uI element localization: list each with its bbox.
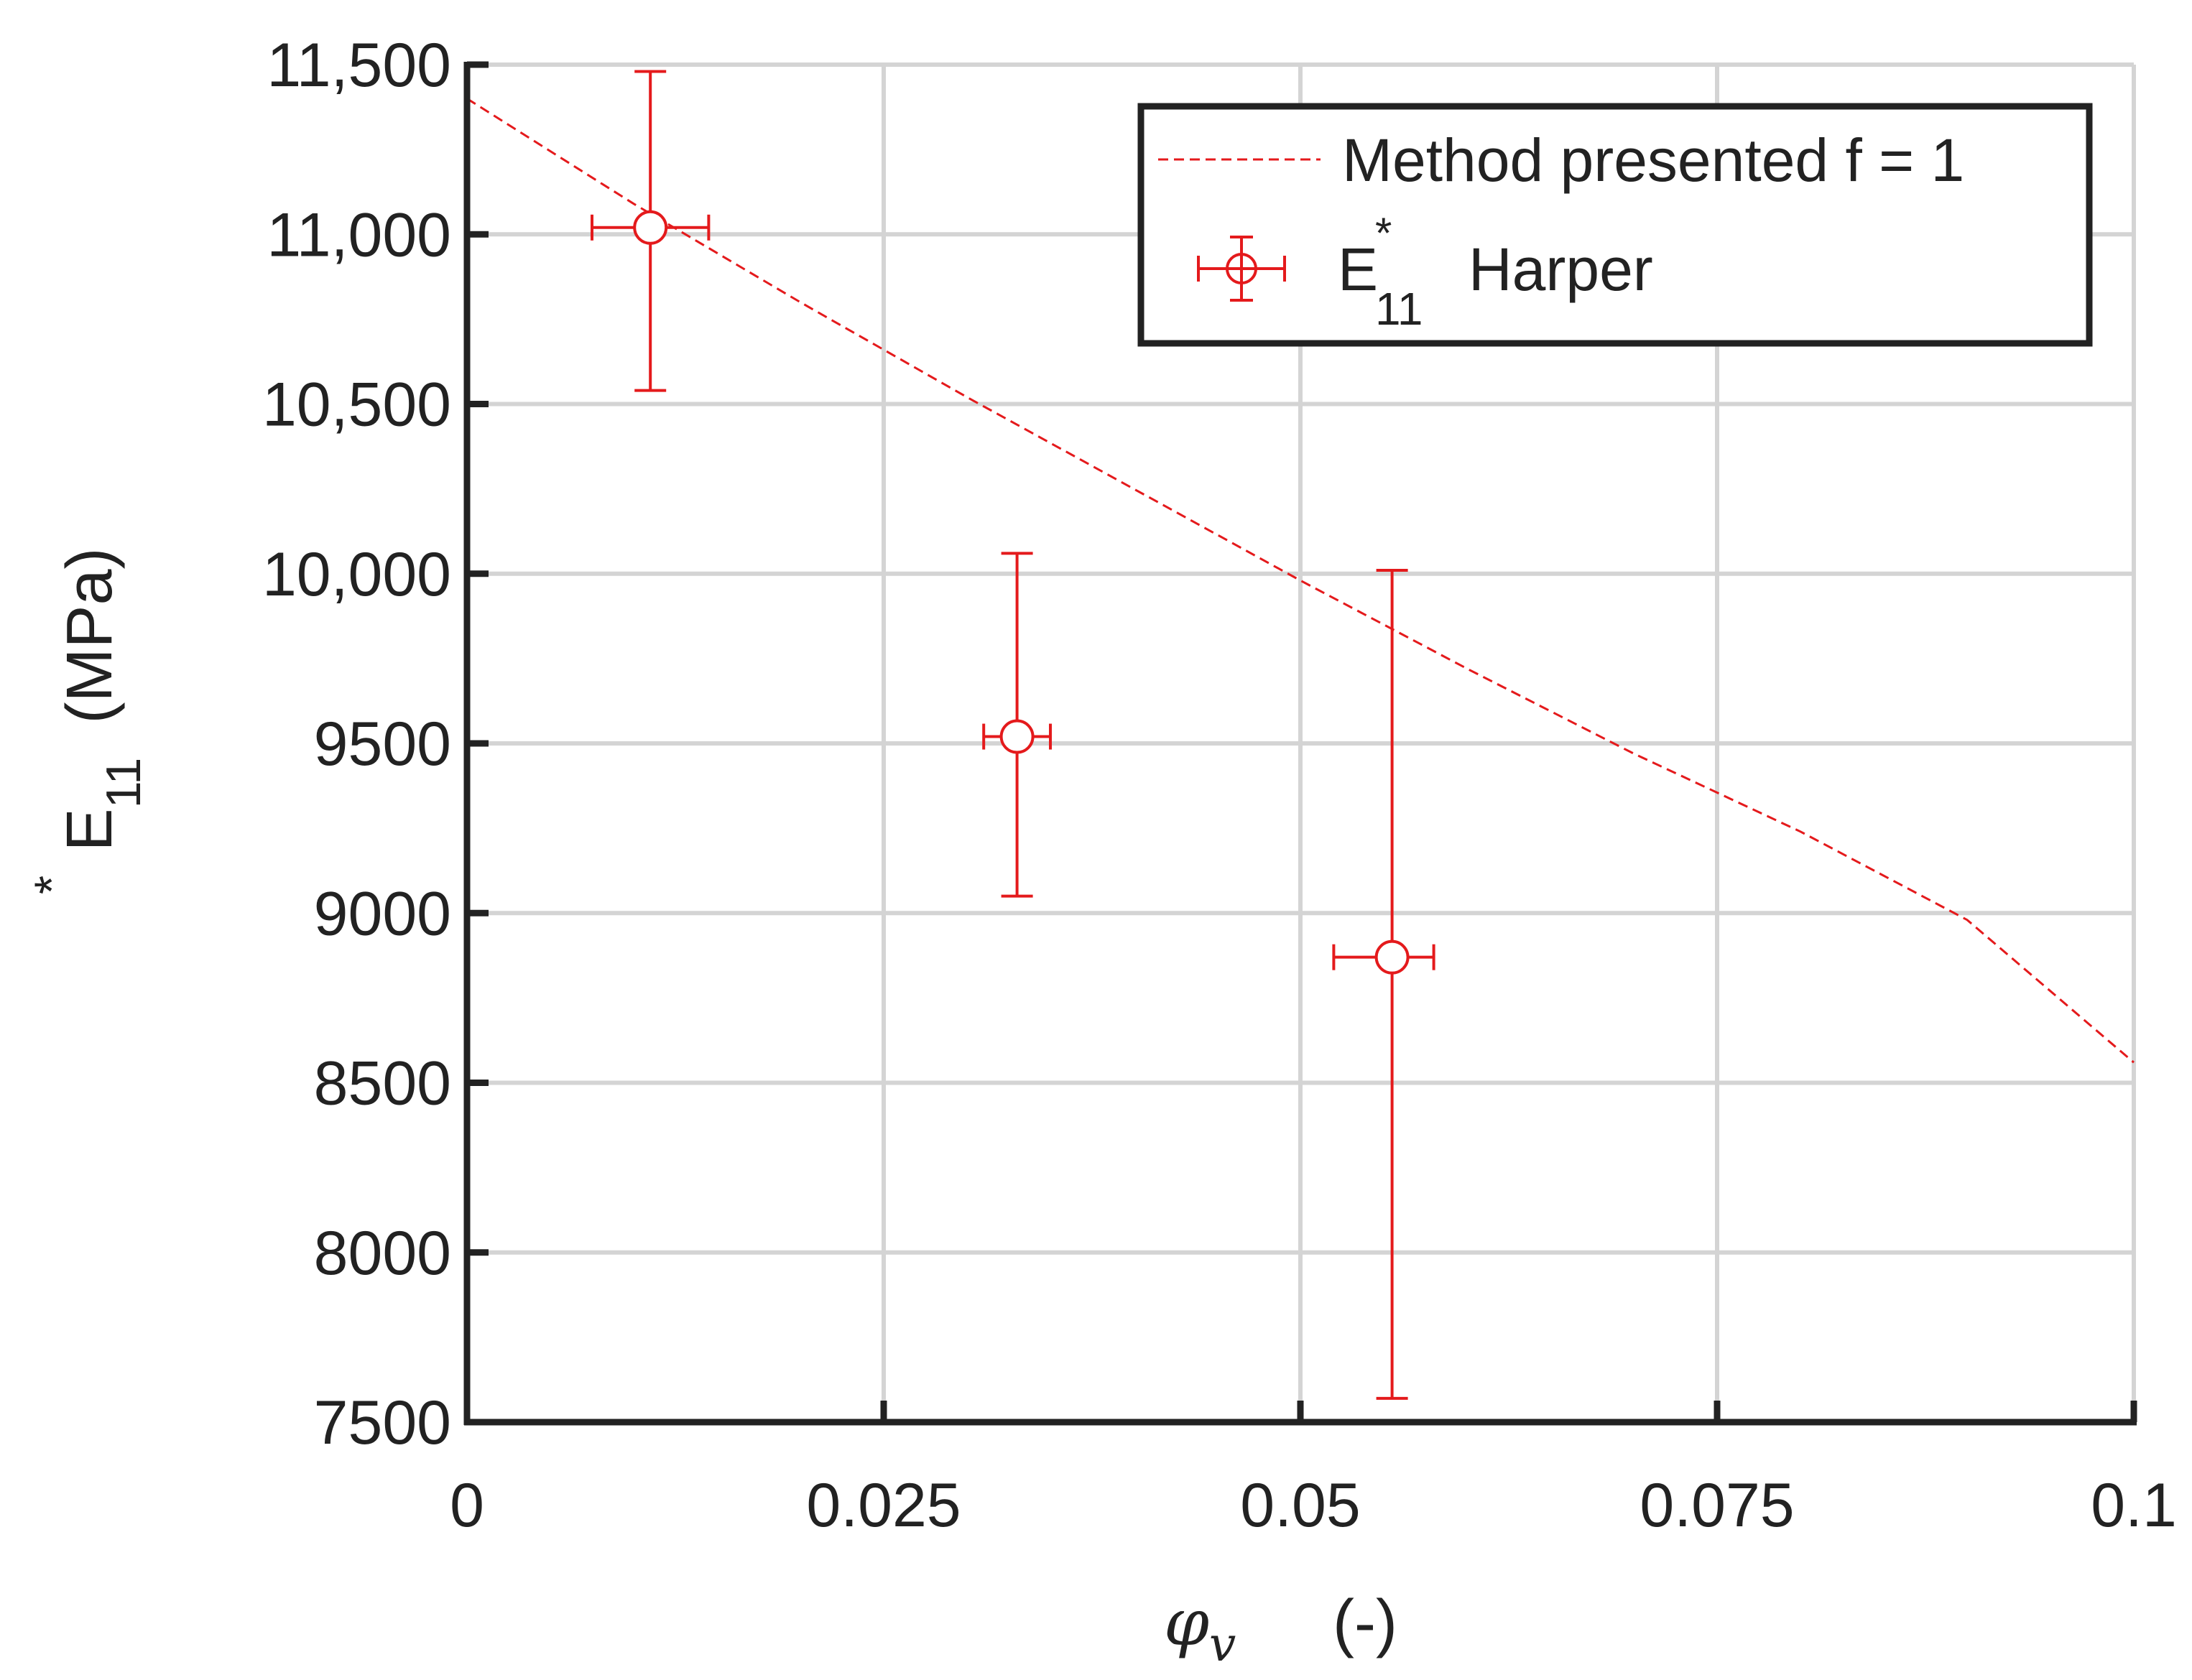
x-tick-label: 0.1 — [2091, 1471, 2177, 1540]
ticks: 7500 8000 8500 9000 9500 10,000 10,500 11,000 11… — [262, 31, 2177, 1540]
x-axis-subscript: v — [1209, 1617, 1236, 1672]
y-axis-symbol: E — [54, 808, 126, 851]
legend-errorbar-symbol: E — [1338, 236, 1378, 303]
y-tick-label: 9500 — [314, 710, 451, 779]
x-axis-unit: (-) — [1333, 1587, 1397, 1659]
x-tick-label: 0 — [450, 1471, 484, 1540]
legend: Method presented f = 1 E * 11 Harper — [1137, 103, 2093, 347]
y-axis-unit: (MPa) — [54, 548, 126, 724]
svg-text:E11: E11 — [54, 758, 151, 852]
series-harper-errorbars — [591, 70, 1435, 1400]
x-tick-label: 0.025 — [806, 1471, 961, 1540]
x-axis-label: φv (-) — [1164, 1585, 1397, 1672]
data-point-marker — [633, 210, 668, 245]
data-point-marker — [1374, 939, 1410, 975]
legend-errorbar-swatch — [1197, 236, 1286, 302]
y-tick-label: 8500 — [314, 1049, 451, 1118]
errorbar-point — [982, 552, 1052, 898]
errorbar-point — [1332, 569, 1435, 1400]
legend-errorbar-superscript: * — [1375, 209, 1392, 257]
y-tick-label: 11,500 — [267, 31, 451, 100]
y-tick-label: 10,000 — [262, 540, 451, 609]
y-axis-label: E11 — [54, 758, 151, 852]
y-axis-label-extra: * (MPa) — [24, 548, 126, 895]
x-tick-label: 0.075 — [1640, 1471, 1794, 1540]
y-axis-subscript: 11 — [96, 758, 151, 809]
y-tick-label: 11,000 — [267, 200, 451, 269]
series-method-line — [466, 98, 2135, 1064]
y-axis-superscript: * — [24, 876, 79, 894]
y-tick-label: 7500 — [314, 1388, 451, 1457]
legend-line-label: Method presented f = 1 — [1342, 126, 1964, 194]
method-line — [466, 98, 2135, 1064]
legend-errorbar-label: Harper — [1469, 236, 1653, 303]
y-tick-label: 8000 — [314, 1219, 451, 1288]
x-tick-label: 0.05 — [1240, 1471, 1360, 1540]
errorbar-point — [591, 70, 711, 392]
legend-errorbar-subscript: 11 — [1375, 283, 1423, 335]
legend-box — [1137, 103, 2093, 347]
svg-text:φv: φv — [1164, 1585, 1236, 1672]
y-tick-label: 10,500 — [262, 371, 451, 440]
data-point-marker — [999, 719, 1035, 754]
x-axis-symbol: φ — [1164, 1585, 1209, 1661]
y-tick-label: 9000 — [314, 879, 451, 948]
